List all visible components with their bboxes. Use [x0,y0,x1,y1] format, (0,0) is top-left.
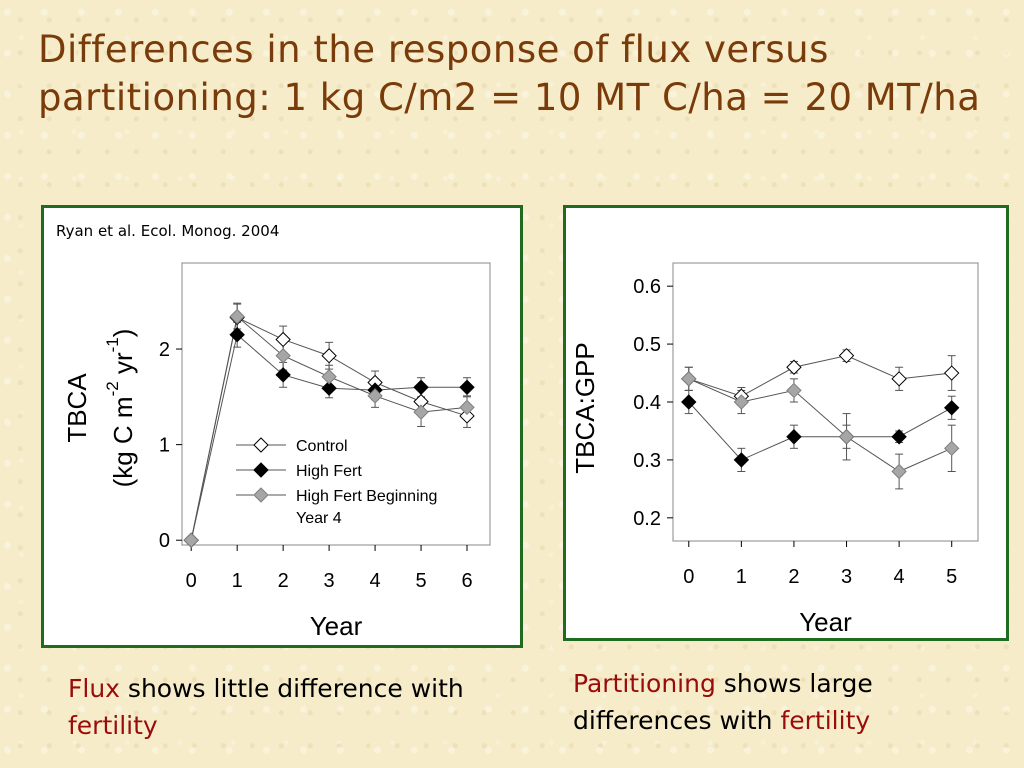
y-axis-label: TBCA:GPP [570,342,600,473]
tbca-gpp-chart: 0.2 0.3 0.4 0.5 0.6 0 1 2 3 4 5 Year TBCA:GPP [570,262,979,637]
tbca-gpp-chart-panel: 0.2 0.3 0.4 0.5 0.6 0 1 2 3 4 5 Year TBCA:GPP [563,205,1009,641]
legend-label: High Fert Beginning Year 4 [296,488,437,527]
y-tick-label: 0.2 [633,508,661,530]
y-axis-units-part: (kg C m [108,396,138,487]
data-point-s2 [413,404,429,420]
x-axis-label: Year [310,611,363,641]
data-point-s0 [275,331,291,348]
data-point-s0 [943,365,960,381]
data-point-s2 [183,532,199,548]
data-point-s0 [786,359,802,375]
data-point-s2 [838,429,855,445]
citation: Ryan et al. Ecol. Monog. 2004 [56,222,280,240]
x-tick-label: 6 [461,570,472,592]
legend-marker [253,487,269,503]
data-point-s0 [891,371,907,387]
series-line-0 [688,355,952,397]
legend-label-line: High Fert Beginning [296,488,437,505]
data-point-s2 [786,382,802,399]
y-axis-units-part: -1 [103,337,122,352]
data-point-s0 [321,348,337,364]
data-point-s1 [413,379,429,395]
tbca-chart: 0 1 2 0 1 2 3 4 5 6 Year TBCA (kg C m-2 yr-1) Control… [62,262,491,641]
caption-left-highlight-2: fertility [68,711,158,740]
x-tick-label: 1 [736,566,747,588]
y-axis-units-part: yr [108,352,138,381]
x-tick-label: 2 [278,570,289,592]
x-tick-label: 2 [788,566,799,588]
legend-marker [253,462,269,478]
data-point-s0 [459,408,475,424]
y-tick-label: 1 [159,435,170,457]
y-tick-label: 0.4 [633,392,661,414]
data-point-s1 [459,379,475,395]
y-axis-label-group: TBCA (kg C m-2 yr-1) [62,329,138,488]
caption-right: Partitioning shows large differences wit… [573,665,1003,739]
data-point-s2 [681,371,697,387]
plot-frame [672,262,979,542]
x-tick-label: 3 [324,570,335,592]
x-axis-label: Year [799,607,852,637]
legend-label-line: Year 4 [296,510,342,527]
x-tick-label: 3 [841,566,852,588]
x-tick-label: 5 [415,570,426,592]
data-point-s2 [367,388,383,404]
data-point-s1 [321,380,337,396]
data-point-s1 [943,400,960,416]
data-point-s1 [681,394,697,410]
legend-marker [253,437,269,453]
series-line-2 [688,378,952,473]
data-point-s2 [275,348,291,364]
y-axis-label: TBCA [62,373,92,443]
plot-frame [181,262,491,546]
x-tick-label: 4 [894,566,905,588]
y-tick-label: 0.6 [633,276,661,298]
x-tick-label: 5 [946,566,957,588]
y-axis-label-group: TBCA:GPP [570,342,600,473]
data-point-s2 [891,463,907,480]
data-point-s1 [229,326,245,343]
x-tick-label: 1 [232,570,243,592]
caption-left-highlight: Flux [68,674,120,703]
data-point-s2 [229,308,245,325]
legend-label: High Fert [296,463,362,480]
caption-right-highlight: Partitioning [573,669,716,698]
data-point-s0 [838,347,855,364]
data-point-s1 [891,429,907,445]
y-axis-units-part: ) [108,329,138,338]
caption-right-highlight-2: fertility [780,706,871,735]
x-tick-label: 4 [370,570,381,592]
data-point-s1 [786,429,802,445]
y-tick-label: 0.5 [633,334,661,356]
series-line-1 [688,401,952,461]
data-point-s1 [733,452,750,468]
y-axis-units: (kg C m-2 yr-1) [103,329,138,488]
data-point-s2 [459,399,475,416]
data-point-s2 [943,440,960,457]
caption-right-text: shows large differences with [573,669,873,735]
y-tick-label: 0.3 [633,450,661,472]
caption-left-text: shows little difference with [119,674,464,703]
caption-left: Flux shows little difference with fertil… [68,670,488,744]
data-point-s2 [733,394,750,410]
y-axis-units-part: -2 [103,381,122,396]
y-tick-label: 2 [159,339,170,361]
data-point-s1 [275,367,291,383]
slide-title: Differences in the response of flux vers… [38,28,981,119]
legend-label: Control [296,438,348,455]
tbca-chart-panel: Ryan et al. Ecol. Monog. 2004 0 1 2 0 1 2 3 4 5 6… [41,205,523,648]
x-tick-label: 0 [683,566,694,588]
x-tick-label: 0 [186,570,197,592]
data-point-s2 [321,369,337,385]
y-tick-label: 0 [159,530,170,552]
